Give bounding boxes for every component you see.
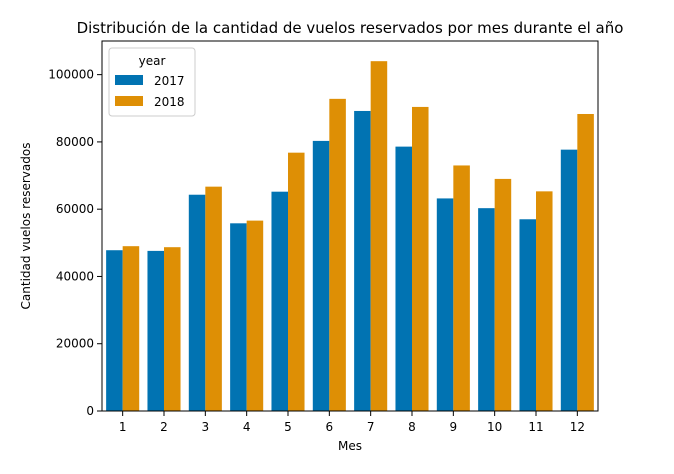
x-tick-label-5: 5: [284, 420, 292, 434]
plot-frame: [101, 40, 599, 412]
bar-2018-mes-1: [122, 246, 140, 411]
x-tick-label-2: 2: [160, 420, 168, 434]
bar-2018-mes-6: [329, 98, 346, 411]
y-tick-label-20000: 20000: [56, 337, 94, 351]
x-tick-label-8: 8: [408, 420, 416, 434]
y-tick-label-0: 0: [86, 404, 94, 418]
bars-group: [106, 61, 594, 412]
x-tick-label-11: 11: [528, 420, 543, 434]
legend: year 2017 2018: [108, 47, 196, 117]
bar-2017-mes-1: [106, 250, 123, 411]
legend-title: year: [139, 54, 166, 68]
bar-2018-mes-8: [412, 106, 429, 412]
bar-2017-mes-5: [271, 191, 288, 411]
bar-2018-mes-12: [577, 113, 594, 412]
bar-2017-mes-12: [560, 149, 578, 411]
x-tick-label-7: 7: [367, 420, 375, 434]
y-tick-label-100000: 100000: [48, 68, 94, 82]
bar-2018-mes-2: [164, 247, 181, 411]
x-tick-label-9: 9: [450, 420, 458, 434]
y-tick-label-60000: 60000: [56, 202, 94, 216]
legend-swatch-2018: [115, 96, 143, 106]
bar-2017-mes-4: [230, 223, 247, 411]
bar-2017-mes-2: [147, 250, 164, 411]
x-tick-label-10: 10: [487, 420, 502, 434]
bar-2018-mes-11: [536, 191, 553, 411]
bar-2017-mes-3: [188, 194, 206, 411]
bar-2018-mes-3: [205, 186, 222, 411]
x-tick-label-12: 12: [570, 420, 585, 434]
bar-2017-mes-10: [478, 208, 495, 411]
y-tick-label-40000: 40000: [56, 269, 94, 283]
chart-title: Distribución de la cantidad de vuelos re…: [77, 19, 624, 37]
bar-2017-mes-8: [395, 146, 412, 411]
x-tick-label-3: 3: [202, 420, 210, 434]
x-axis-label: Mes: [338, 439, 362, 453]
bar-2018-mes-10: [494, 178, 512, 411]
y-axis-label: Cantidad vuelos reservados: [19, 143, 33, 310]
bar-2017-mes-7: [354, 110, 371, 412]
bar-2017-mes-11: [519, 219, 536, 411]
x-axis: 1 2 3 4 5 6 7 8 9 10 11 12: [119, 411, 585, 434]
legend-label-2018: 2018: [154, 95, 185, 109]
legend-swatch-2017: [115, 75, 143, 85]
bar-2018-mes-9: [453, 165, 470, 411]
bar-2018-mes-4: [246, 220, 264, 411]
bar-2017-mes-9: [436, 198, 454, 411]
bar-2018-mes-7: [370, 61, 388, 412]
x-tick-label-4: 4: [243, 420, 251, 434]
y-axis: 0 20000 40000 60000 80000 100000: [48, 68, 102, 418]
y-tick-label-80000: 80000: [56, 135, 94, 149]
legend-label-2017: 2017: [154, 74, 185, 88]
bar-2017-mes-6: [312, 140, 330, 411]
x-tick-label-1: 1: [119, 420, 127, 434]
x-tick-label-6: 6: [326, 420, 334, 434]
bar-2018-mes-5: [288, 152, 305, 412]
